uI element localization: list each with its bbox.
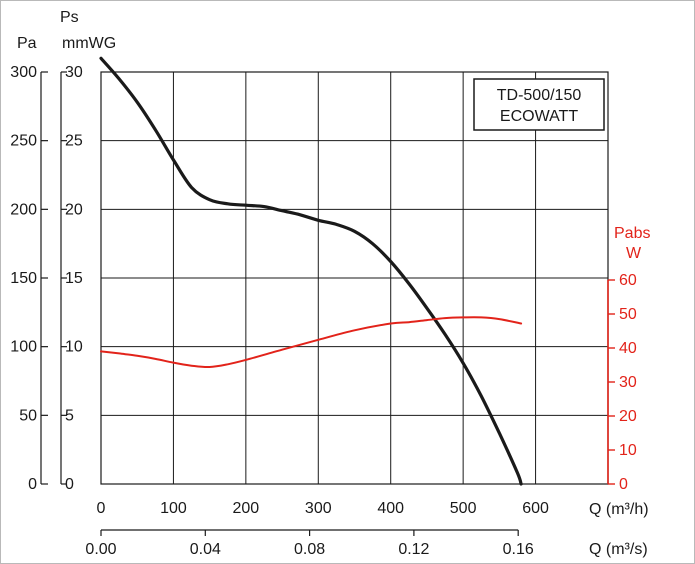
m3s-tick-label: 0.04: [190, 541, 221, 558]
model-label-line2: ECOWATT: [500, 108, 578, 125]
mmwg-tick-label: 30: [65, 64, 83, 81]
m3h-tick-label: 500: [450, 500, 477, 517]
pa-tick-label: 250: [10, 133, 37, 150]
m3s-tick-label: 0.08: [294, 541, 325, 558]
axes: [40, 71, 615, 536]
m3h-tick-label: 300: [305, 500, 332, 517]
left-axis-mmwg-label: mmWG: [62, 35, 116, 52]
right-axis-w-label: W: [626, 245, 642, 262]
mmwg-tick-label: 20: [65, 201, 83, 218]
m3h-tick-label: 200: [233, 500, 260, 517]
mmwg-tick-label: 10: [65, 339, 83, 356]
left-axis-ps-label: Ps: [60, 9, 79, 26]
power-tick-label: 0: [619, 476, 628, 493]
right-axis-pabs-label: Pabs: [614, 225, 650, 242]
m3s-tick-label: 0.16: [503, 541, 534, 558]
series: [99, 56, 523, 486]
pa-tick-label: 300: [10, 64, 37, 81]
power-curve: [100, 316, 523, 369]
power-tick-label: 20: [619, 408, 637, 425]
pa-tick-label: 0: [28, 476, 37, 493]
mmwg-tick-label: 0: [65, 476, 74, 493]
power-tick-label: 30: [619, 374, 637, 391]
m3s-tick-label: 0.00: [85, 541, 116, 558]
power-tick-label: 10: [619, 442, 637, 459]
pa-tick-label: 200: [10, 201, 37, 218]
power-tick-label: 60: [619, 272, 637, 289]
mmwg-tick-label: 25: [65, 133, 83, 150]
x-axis-m3h-label: Q (m³/h): [589, 501, 649, 518]
pressure-curve: [99, 56, 523, 486]
mmwg-tick-label: 5: [65, 407, 74, 424]
m3h-tick-label: 400: [377, 500, 404, 517]
left-axis-pa-label: Pa: [17, 35, 37, 52]
m3h-tick-label: 100: [160, 500, 187, 517]
mmwg-tick-label: 15: [65, 270, 83, 287]
pa-tick-label: 100: [10, 339, 37, 356]
m3h-tick-label: 0: [97, 500, 106, 517]
m3s-tick-label: 0.12: [398, 541, 429, 558]
power-tick-label: 50: [619, 306, 637, 323]
pa-tick-label: 150: [10, 270, 37, 287]
grid: [100, 71, 609, 485]
model-label-box: [473, 78, 605, 131]
pa-tick-label: 50: [19, 407, 37, 424]
model-label-line1: TD-500/150: [497, 87, 582, 104]
x-axis-m3s-label: Q (m³/s): [589, 541, 648, 558]
tick-labels: 0501001502002503000510152025300102030405…: [10, 64, 637, 558]
m3h-tick-label: 600: [522, 500, 549, 517]
power-tick-label: 40: [619, 340, 637, 357]
